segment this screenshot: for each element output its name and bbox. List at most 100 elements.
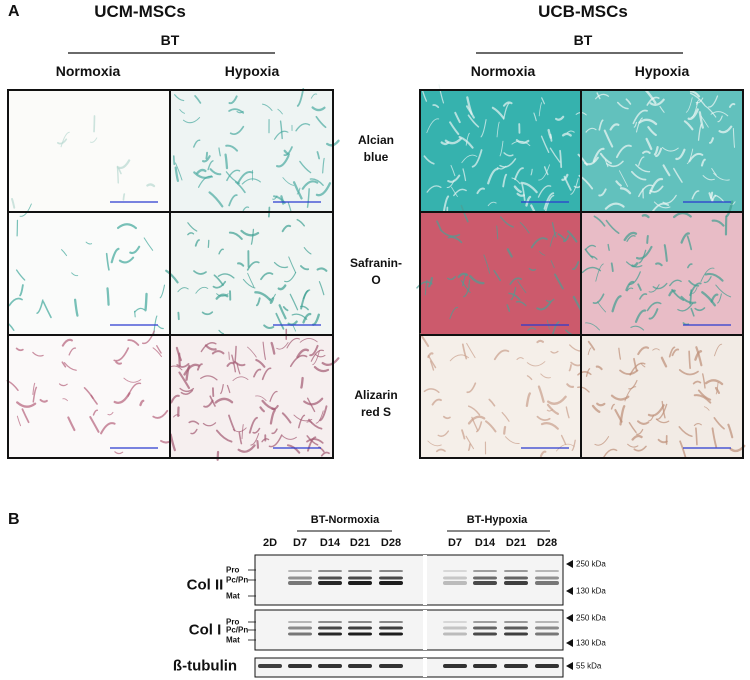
micrograph-texture (570, 178, 579, 195)
micrograph-texture (635, 117, 643, 133)
micrograph-texture (306, 438, 324, 444)
micrograph-texture (122, 193, 126, 201)
micrograph-texture (700, 158, 706, 167)
micrograph-texture (435, 448, 446, 453)
band (348, 626, 372, 630)
micrograph-texture (698, 111, 704, 129)
micrograph-texture (546, 395, 567, 405)
micrograph-texture (514, 167, 524, 181)
micrograph (6, 330, 178, 459)
micrograph-texture (604, 159, 609, 168)
micrograph-texture (686, 148, 694, 165)
micrograph-texture (541, 97, 545, 105)
micrograph-texture (587, 347, 592, 356)
micrograph-texture (296, 218, 305, 227)
micrograph-texture (592, 293, 605, 304)
micrograph-texture (525, 392, 532, 408)
micrograph-texture (711, 168, 717, 176)
micrograph-texture (32, 386, 38, 403)
micrograph-texture (311, 106, 326, 112)
micrograph-texture (269, 297, 275, 305)
micrograph-texture (200, 375, 218, 381)
group-label: BT-Hypoxia (466, 514, 528, 526)
micrograph-texture (429, 360, 435, 371)
micrograph-texture (603, 448, 618, 458)
micrograph-texture (628, 379, 638, 390)
band (443, 576, 467, 580)
micrograph-texture (211, 350, 225, 355)
micrograph-texture (469, 275, 485, 285)
micrograph-texture (461, 429, 466, 440)
band (348, 576, 372, 580)
micrograph-texture (688, 280, 700, 287)
column-label: Hypoxia (634, 63, 690, 79)
band (504, 626, 528, 630)
micrograph-texture (152, 347, 163, 358)
micrograph-texture (609, 123, 620, 131)
micrograph-border (580, 334, 744, 459)
micrograph-texture (692, 380, 702, 385)
band (348, 664, 372, 668)
micrograph-texture (638, 118, 658, 126)
micrograph-texture (105, 252, 110, 271)
micrograph-texture (303, 397, 324, 406)
micrograph-texture (528, 267, 537, 272)
micrograph-texture (577, 371, 592, 376)
micrograph-texture (691, 190, 700, 200)
micrograph-texture (610, 403, 615, 410)
micrograph-texture (549, 232, 558, 247)
micrograph-texture (596, 92, 601, 100)
micrograph-texture (123, 377, 142, 383)
micrograph-texture (618, 170, 629, 187)
micrograph-texture (605, 219, 620, 234)
micrograph-texture (686, 235, 693, 251)
micrograph-texture (237, 262, 245, 267)
micrograph-texture (67, 416, 76, 432)
marker-arrow (566, 639, 573, 647)
micrograph-texture (668, 289, 676, 297)
micrograph-texture (319, 405, 328, 422)
micrograph-texture (273, 261, 289, 269)
band (504, 576, 528, 580)
micrograph-texture (115, 361, 123, 365)
band (473, 621, 497, 623)
micrograph-texture (648, 308, 659, 320)
micrograph-bg (8, 212, 170, 335)
micrograph-texture (659, 105, 665, 113)
micrograph-texture (510, 286, 517, 301)
micrograph-texture (653, 201, 671, 209)
micrograph-texture (701, 373, 706, 389)
micrograph-texture (595, 263, 604, 282)
micrograph-texture (627, 443, 639, 448)
micrograph (169, 328, 340, 461)
band (473, 632, 497, 636)
micrograph-texture (672, 212, 692, 219)
micrograph-texture (32, 351, 44, 357)
micrograph-texture (661, 400, 666, 419)
micrograph-texture (277, 284, 287, 291)
micrograph-texture (637, 346, 650, 356)
micrograph-texture (187, 232, 195, 236)
micrograph-texture (196, 168, 207, 175)
micrograph-texture (296, 348, 310, 359)
marker-arrow (566, 614, 573, 622)
micrograph-texture (496, 225, 499, 240)
band (288, 664, 312, 668)
micrograph-texture (571, 439, 576, 451)
micrograph-texture (543, 192, 555, 210)
micrograph-bg (170, 212, 333, 335)
micrograph-texture (701, 291, 717, 307)
micrograph-texture (246, 261, 260, 271)
micrograph-texture (515, 139, 530, 144)
micrograph-texture (159, 284, 166, 299)
micrograph-texture (714, 386, 721, 394)
micrograph-texture (631, 170, 647, 181)
micrograph-texture (89, 137, 98, 143)
micrograph-texture (611, 295, 622, 313)
micrograph-texture (100, 422, 116, 435)
micrograph-texture (638, 156, 645, 166)
micrograph-texture (180, 389, 194, 395)
marker-arrow (566, 560, 573, 568)
micrograph-texture (440, 141, 449, 146)
micrograph-bg (420, 212, 581, 335)
